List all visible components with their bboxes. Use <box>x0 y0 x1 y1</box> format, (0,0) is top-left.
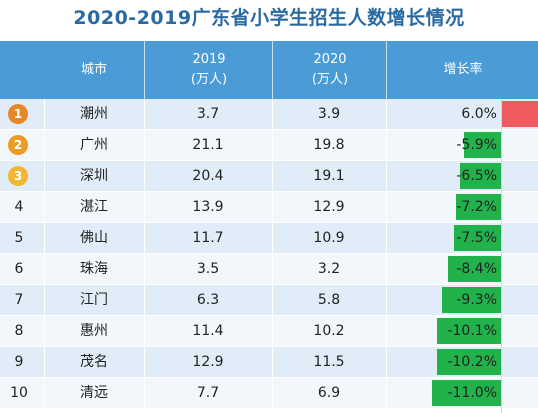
value-2019-cell: 11.4 <box>192 323 224 339</box>
value-2019-cell: 21.1 <box>192 137 224 153</box>
city-cell: 广州 <box>80 137 108 153</box>
growth-bar-negative <box>448 256 501 282</box>
table-row: 5 佛山 11.7 10.9 -7.5% <box>0 223 538 254</box>
growth-bar-negative <box>437 318 501 344</box>
city-cell: 深圳 <box>80 168 108 184</box>
table-row: 3 深圳 20.4 19.1 -6.5% <box>0 161 538 192</box>
city-cell: 潮州 <box>80 106 108 122</box>
growth-bar-axis <box>501 99 502 413</box>
header-2019-year: 2019 <box>192 52 226 67</box>
rank-medal-icon: 1 <box>8 104 28 124</box>
growth-rate-label: -10.1% <box>447 323 497 339</box>
value-2020-cell: 19.8 <box>313 137 345 153</box>
rank-medal-icon: 2 <box>8 135 28 155</box>
table-body: 1 潮州 3.7 3.9 6.0% 2 广州 21.1 19.8 -5.9% 3 深圳 20.4 19.1… <box>0 99 538 409</box>
growth-bar-negative <box>431 380 501 406</box>
table-row: 6 珠海 3.5 3.2 -8.4% <box>0 254 538 285</box>
city-cell: 江门 <box>80 292 108 308</box>
value-2019-cell: 11.7 <box>192 230 224 246</box>
column-divider <box>386 99 387 413</box>
table-row: 8 惠州 11.4 10.2 -10.1% <box>0 316 538 347</box>
value-2019-cell: 6.3 <box>196 292 220 308</box>
growth-rate-label: 6.0% <box>461 106 497 122</box>
header-2019-unit: (万人) <box>190 72 228 87</box>
header-growth: 增长率 <box>386 41 538 99</box>
growth-rate-label: -7.2% <box>456 199 497 215</box>
growth-rate-label: -5.9% <box>456 137 497 153</box>
column-divider <box>144 99 145 413</box>
growth-rate-label: -6.5% <box>456 168 497 184</box>
header-2020-unit: (万人) <box>311 72 349 87</box>
table-row: 1 潮州 3.7 3.9 6.0% <box>0 99 538 130</box>
rank-number: 8 <box>14 323 24 339</box>
growth-bar-negative <box>442 287 501 313</box>
growth-rate-label: -8.4% <box>456 261 497 277</box>
rank-number: 6 <box>14 261 24 277</box>
growth-rate-label: -7.5% <box>456 230 497 246</box>
rank-medal-icon: 3 <box>8 166 28 186</box>
value-2019-cell: 3.7 <box>196 106 220 122</box>
chart-title: 2020-2019广东省小学生招生人数增长情况 <box>73 7 465 29</box>
value-2020-cell: 12.9 <box>313 199 345 215</box>
growth-bar-negative <box>455 194 501 220</box>
growth-bar-negative <box>436 349 501 375</box>
table-row: 9 茂名 12.9 11.5 -10.2% <box>0 347 538 378</box>
city-cell: 湛江 <box>80 199 108 215</box>
rank-number: 10 <box>10 385 28 401</box>
table-row: 7 江门 6.3 5.8 -9.3% <box>0 285 538 316</box>
growth-rate-label: -11.0% <box>447 385 497 401</box>
growth-rate-label: -9.3% <box>456 292 497 308</box>
city-cell: 茂名 <box>80 354 108 370</box>
value-2019-cell: 13.9 <box>192 199 224 215</box>
column-divider <box>44 99 45 413</box>
value-2019-cell: 3.5 <box>196 261 220 277</box>
header-city-label: 城市 <box>80 62 107 77</box>
value-2020-cell: 19.1 <box>313 168 345 184</box>
rank-number: 9 <box>14 354 24 370</box>
column-divider <box>272 99 273 413</box>
growth-rate-label: -10.2% <box>447 354 497 370</box>
table-row: 4 湛江 13.9 12.9 -7.2% <box>0 192 538 223</box>
city-cell: 清远 <box>80 385 108 401</box>
header-2020: 2020 (万人) <box>272 41 387 99</box>
header-2020-year: 2020 <box>313 52 347 67</box>
rank-number: 5 <box>14 230 24 246</box>
value-2020-cell: 10.9 <box>313 230 345 246</box>
table-row: 2 广州 21.1 19.8 -5.9% <box>0 130 538 161</box>
city-cell: 惠州 <box>80 323 108 339</box>
city-cell: 珠海 <box>80 261 108 277</box>
value-2020-cell: 5.8 <box>317 292 341 308</box>
header-2019: 2019 (万人) <box>144 41 273 99</box>
growth-bar-negative <box>453 225 501 251</box>
rank-number: 4 <box>14 199 24 215</box>
header-city: 城市 <box>44 41 144 99</box>
value-2020-cell: 3.2 <box>317 261 341 277</box>
value-2020-cell: 3.9 <box>317 106 341 122</box>
table-row: 10 清远 7.7 6.9 -11.0% <box>0 378 538 409</box>
value-2019-cell: 7.7 <box>196 385 220 401</box>
value-2020-cell: 11.5 <box>313 354 345 370</box>
rank-number: 7 <box>14 292 24 308</box>
table-header: 城市 2019 (万人) 2020 (万人) 增长率 <box>0 41 538 99</box>
value-2019-cell: 20.4 <box>192 168 224 184</box>
header-growth-label: 增长率 <box>443 62 483 77</box>
value-2020-cell: 6.9 <box>317 385 341 401</box>
growth-bar-negative <box>463 132 501 158</box>
value-2019-cell: 12.9 <box>192 354 224 370</box>
city-cell: 佛山 <box>80 230 108 246</box>
value-2020-cell: 10.2 <box>313 323 345 339</box>
growth-bar-positive <box>501 101 538 127</box>
growth-bar-negative <box>460 163 501 189</box>
